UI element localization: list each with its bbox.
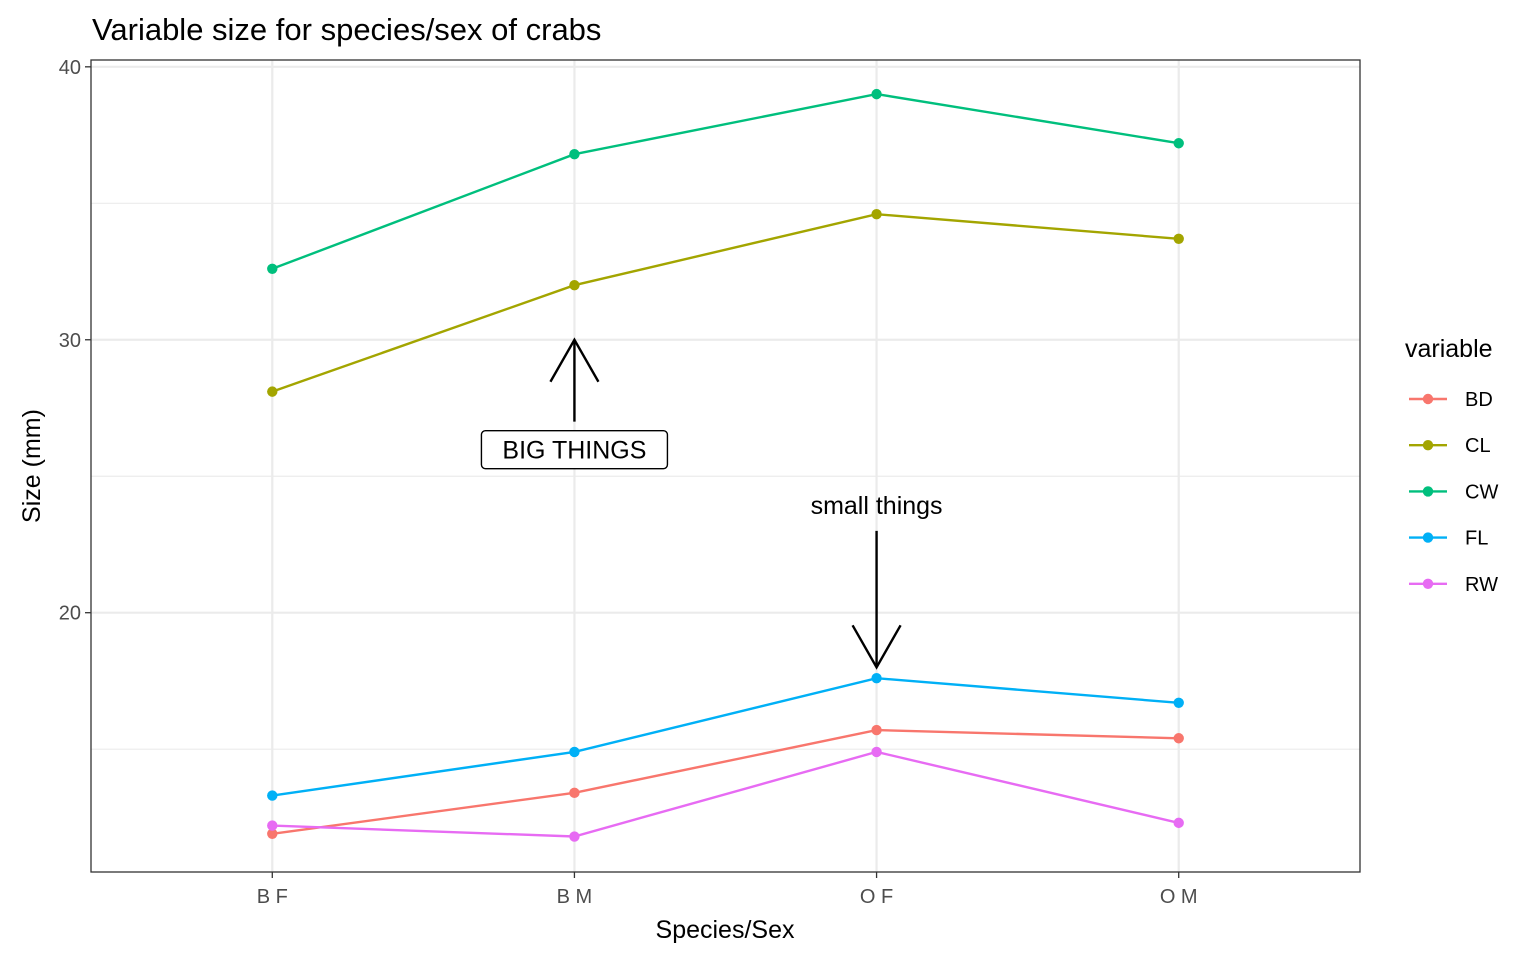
grid-minor xyxy=(91,202,1360,750)
data-point xyxy=(569,831,580,842)
legend-label: RW xyxy=(1465,574,1498,596)
legend-key-point xyxy=(1422,578,1434,589)
series-line xyxy=(272,728,1179,835)
data-point xyxy=(1173,817,1184,829)
annotation-layer: BIG THINGS small things xyxy=(480,337,943,670)
annotation-arrow-head xyxy=(851,624,902,670)
legend-key-point xyxy=(1422,440,1434,451)
data-point xyxy=(569,148,580,160)
series-line xyxy=(272,676,1179,797)
data-point xyxy=(1173,733,1184,744)
data-point xyxy=(871,724,882,736)
legend-label: CW xyxy=(1465,481,1498,503)
data-point xyxy=(569,279,580,291)
data-point xyxy=(569,787,580,799)
y-tick-label: 40 xyxy=(59,57,81,79)
legend: variable BD CL CW FL RW xyxy=(1405,335,1498,596)
data-point xyxy=(1173,233,1184,244)
legend-key-point xyxy=(1422,486,1434,497)
y-tick-label: 20 xyxy=(59,603,81,625)
data-point xyxy=(267,828,278,839)
legend-key-point xyxy=(1422,393,1434,405)
legend-item-cw: CW xyxy=(1409,481,1498,503)
plot-panel xyxy=(91,60,1360,872)
y-axis: 20 30 40 xyxy=(59,57,91,625)
annotation: BIG THINGS xyxy=(480,337,669,470)
x-tick-label: O M xyxy=(1160,886,1198,908)
series-bd xyxy=(267,724,1184,839)
legend-item-bd: BD xyxy=(1409,389,1493,411)
legend-item-fl: FL xyxy=(1409,528,1488,550)
x-tick-label: B F xyxy=(257,886,288,908)
legend-label: BD xyxy=(1465,389,1493,411)
data-point xyxy=(871,209,882,220)
legend-title: variable xyxy=(1405,335,1493,363)
legend-item-rw: RW xyxy=(1409,574,1498,596)
x-axis-title: Species/Sex xyxy=(656,916,795,944)
annotation-label-box xyxy=(480,429,669,470)
x-tick-label: O F xyxy=(860,886,893,908)
legend-label: CL xyxy=(1465,435,1491,457)
legend-item-cl: CL xyxy=(1409,435,1491,457)
series-line xyxy=(271,92,1179,270)
data-point xyxy=(569,746,580,758)
data-point xyxy=(871,746,882,758)
series-line xyxy=(271,212,1179,393)
data-point xyxy=(1173,138,1184,149)
data-point xyxy=(267,820,278,831)
x-tick-label: B M xyxy=(557,886,593,908)
data-point xyxy=(267,790,278,801)
data-point xyxy=(267,386,278,397)
series-fl xyxy=(267,673,1184,801)
y-axis-title: Size (mm) xyxy=(18,409,46,523)
annotation-label: small things xyxy=(811,492,943,520)
data-point xyxy=(871,88,882,100)
chart-title: Variable size for species/sex of crabs xyxy=(92,12,601,47)
series-rw xyxy=(267,746,1184,842)
annotation-arrow-head xyxy=(549,337,600,383)
legend-key-point xyxy=(1422,532,1434,543)
y-tick-label: 30 xyxy=(59,330,81,352)
data-point xyxy=(1173,697,1184,708)
series-layer xyxy=(267,88,1184,842)
series-line xyxy=(272,750,1179,838)
annotation-label: BIG THINGS xyxy=(502,437,646,465)
legend-label: FL xyxy=(1465,528,1488,550)
plot-border xyxy=(90,59,1361,873)
data-point xyxy=(871,673,882,684)
annotation: small things xyxy=(811,492,943,670)
series-cw xyxy=(267,88,1184,274)
series-cl xyxy=(267,209,1184,397)
data-point xyxy=(267,263,278,274)
